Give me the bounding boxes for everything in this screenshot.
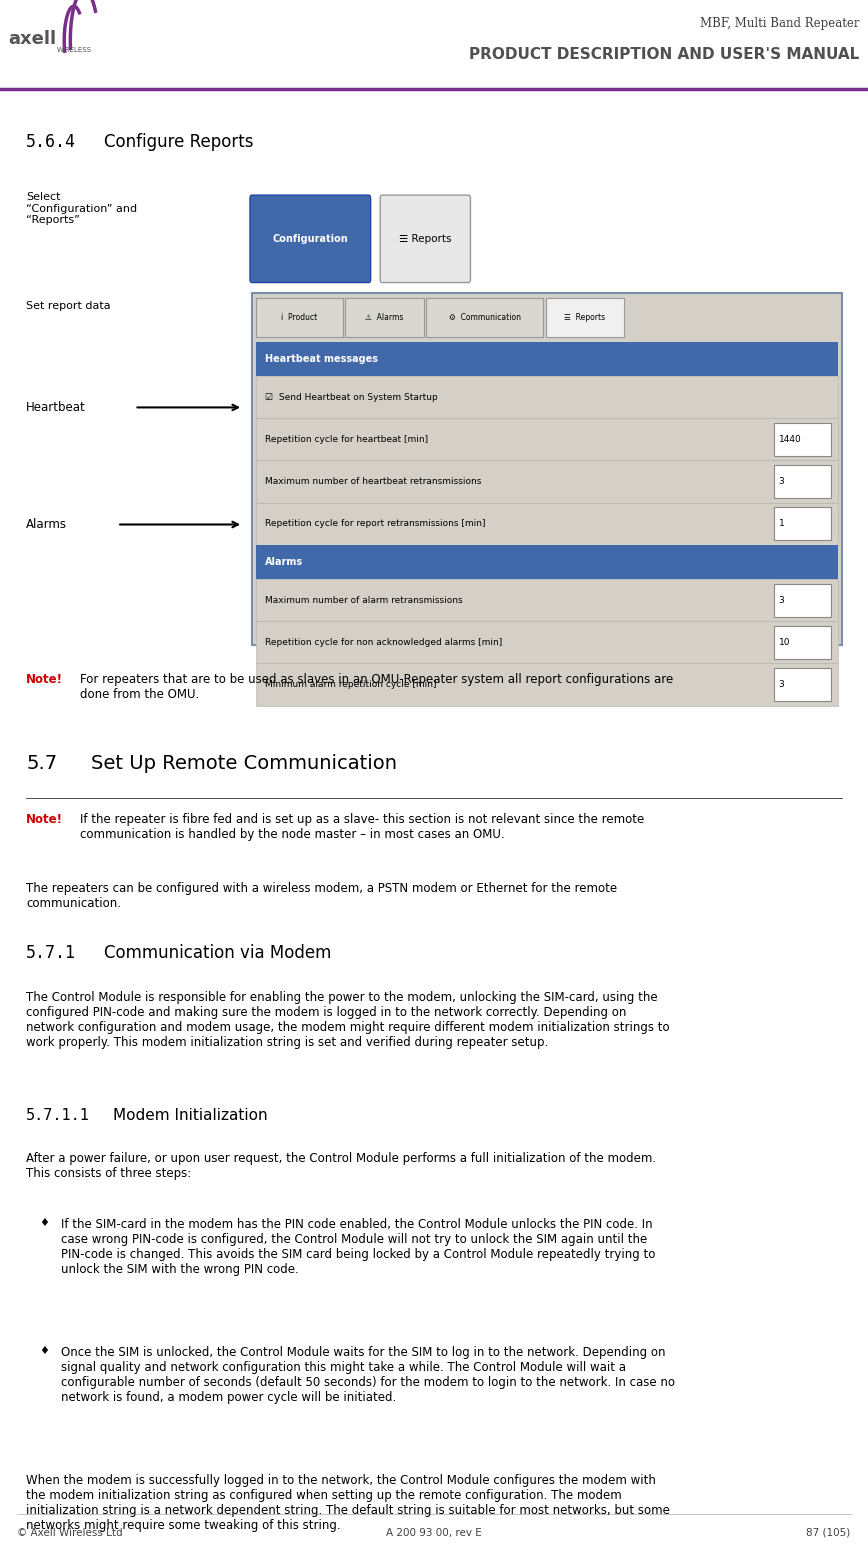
Text: Alarms: Alarms	[265, 557, 303, 567]
Text: The Control Module is responsible for enabling the power to the modem, unlocking: The Control Module is responsible for en…	[26, 991, 670, 1049]
Text: Repetition cycle for heartbeat [min]: Repetition cycle for heartbeat [min]	[265, 436, 428, 443]
FancyBboxPatch shape	[774, 668, 831, 701]
Text: When the modem is successfully logged in to the network, the Control Module conf: When the modem is successfully logged in…	[26, 1474, 670, 1531]
Text: 5.7: 5.7	[26, 754, 57, 773]
Text: ☰  Reports: ☰ Reports	[564, 314, 606, 322]
FancyBboxPatch shape	[426, 298, 543, 337]
FancyBboxPatch shape	[774, 423, 831, 456]
Text: Heartbeat messages: Heartbeat messages	[265, 354, 378, 364]
Text: Note!: Note!	[26, 813, 63, 826]
Text: Communication via Modem: Communication via Modem	[104, 944, 332, 963]
Text: Configure Reports: Configure Reports	[104, 133, 253, 151]
Text: Minimum alarm repetition cycle [min]: Minimum alarm repetition cycle [min]	[265, 681, 437, 688]
Text: axell: axell	[9, 30, 56, 48]
FancyBboxPatch shape	[256, 621, 838, 663]
FancyBboxPatch shape	[256, 503, 838, 545]
Text: The repeaters can be configured with a wireless modem, a PSTN modem or Ethernet : The repeaters can be configured with a w…	[26, 882, 617, 910]
Text: Modem Initialization: Modem Initialization	[113, 1108, 267, 1124]
Text: WIRELESS: WIRELESS	[56, 47, 91, 53]
Text: 10: 10	[779, 638, 790, 646]
Text: Alarms: Alarms	[26, 518, 67, 531]
Text: 5.7.1: 5.7.1	[26, 944, 76, 963]
Text: 3: 3	[779, 596, 785, 604]
Text: Configuration: Configuration	[273, 234, 348, 244]
FancyBboxPatch shape	[774, 584, 831, 617]
FancyBboxPatch shape	[256, 663, 838, 706]
Text: Maximum number of alarm retransmissions: Maximum number of alarm retransmissions	[265, 596, 463, 604]
FancyBboxPatch shape	[774, 465, 831, 498]
Text: 1: 1	[779, 520, 785, 528]
FancyBboxPatch shape	[256, 418, 838, 460]
Text: Once the SIM is unlocked, the Control Module waits for the SIM to log in to the : Once the SIM is unlocked, the Control Mo…	[61, 1346, 674, 1403]
FancyBboxPatch shape	[256, 298, 343, 337]
FancyBboxPatch shape	[256, 376, 838, 418]
Text: Heartbeat: Heartbeat	[26, 401, 86, 414]
FancyBboxPatch shape	[252, 293, 842, 645]
Text: ☰ Reports: ☰ Reports	[399, 234, 451, 244]
Text: 5.7.1.1: 5.7.1.1	[26, 1108, 90, 1124]
Text: Note!: Note!	[26, 673, 63, 685]
Text: Repetition cycle for report retransmissions [min]: Repetition cycle for report retransmissi…	[265, 520, 485, 528]
FancyBboxPatch shape	[380, 195, 470, 283]
Text: MBF, Multi Band Repeater: MBF, Multi Band Repeater	[700, 17, 859, 30]
Text: Maximum number of heartbeat retransmissions: Maximum number of heartbeat retransmissi…	[265, 478, 481, 485]
Text: ♦: ♦	[39, 1346, 49, 1355]
FancyBboxPatch shape	[546, 298, 624, 337]
FancyBboxPatch shape	[256, 460, 838, 503]
FancyBboxPatch shape	[256, 579, 838, 621]
Text: 5.6.4: 5.6.4	[26, 133, 76, 151]
Text: After a power failure, or upon user request, the Control Module performs a full : After a power failure, or upon user requ…	[26, 1152, 656, 1180]
FancyBboxPatch shape	[774, 507, 831, 540]
FancyBboxPatch shape	[250, 195, 371, 283]
Text: A 200 93 00, rev E: A 200 93 00, rev E	[386, 1528, 482, 1538]
Text: i  Product: i Product	[281, 314, 318, 322]
Text: ⚠  Alarms: ⚠ Alarms	[365, 314, 404, 322]
FancyBboxPatch shape	[256, 545, 838, 579]
Text: ☑  Send Heartbeat on System Startup: ☑ Send Heartbeat on System Startup	[265, 393, 437, 401]
Text: ♦: ♦	[39, 1218, 49, 1227]
Text: PRODUCT DESCRIPTION AND USER'S MANUAL: PRODUCT DESCRIPTION AND USER'S MANUAL	[469, 47, 859, 62]
Text: Repetition cycle for non acknowledged alarms [min]: Repetition cycle for non acknowledged al…	[265, 638, 502, 646]
Text: Set report data: Set report data	[26, 301, 110, 311]
Text: 3: 3	[779, 478, 785, 485]
Text: ⚙  Communication: ⚙ Communication	[449, 314, 521, 322]
FancyBboxPatch shape	[256, 342, 838, 376]
Text: 1440: 1440	[779, 436, 801, 443]
Text: If the repeater is fibre fed and is set up as a slave- this section is not relev: If the repeater is fibre fed and is set …	[80, 813, 644, 841]
FancyBboxPatch shape	[345, 298, 424, 337]
Text: 3: 3	[779, 681, 785, 688]
Text: © Axell Wireless Ltd: © Axell Wireless Ltd	[17, 1528, 123, 1538]
Text: 87 (105): 87 (105)	[806, 1528, 851, 1538]
Text: If the SIM-card in the modem has the PIN code enabled, the Control Module unlock: If the SIM-card in the modem has the PIN…	[61, 1218, 655, 1275]
Text: For repeaters that are to be used as slaves in an OMU-Repeater system all report: For repeaters that are to be used as sla…	[80, 673, 673, 701]
Text: Select
“Configuration” and
“Reports”: Select “Configuration” and “Reports”	[26, 192, 137, 225]
Text: Set Up Remote Communication: Set Up Remote Communication	[91, 754, 398, 773]
FancyBboxPatch shape	[774, 626, 831, 659]
